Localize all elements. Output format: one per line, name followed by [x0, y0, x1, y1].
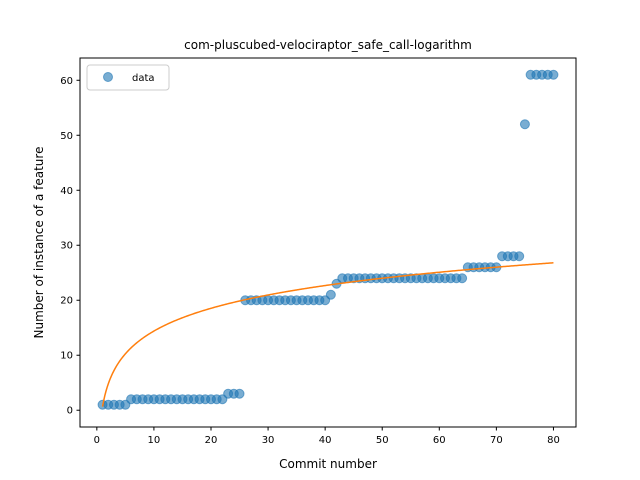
- legend-marker-data: [103, 72, 113, 82]
- y-tick-label: 0: [67, 406, 73, 417]
- legend-box: [86, 64, 170, 91]
- data-point: [457, 273, 468, 284]
- y-tick-label: 60: [60, 76, 73, 87]
- data-point: [548, 69, 559, 80]
- y-tick-label: 20: [60, 296, 73, 307]
- x-tick-label: 40: [319, 435, 332, 446]
- x-axis: 0 10 20 30 40 50 60 70 80: [94, 427, 560, 446]
- chart-title: com-pluscubed-velociraptor_safe_call-log…: [184, 38, 472, 52]
- x-tick-label: 60: [433, 435, 446, 446]
- data-point: [325, 289, 336, 300]
- x-tick-label: 20: [205, 435, 218, 446]
- fit-line: [101, 262, 554, 407]
- y-axis: 0 10 20 30 40 50 60: [60, 76, 80, 417]
- x-tick-label: 0: [94, 435, 100, 446]
- data-point: [514, 251, 525, 262]
- data-point: [234, 388, 245, 399]
- legend-label-data: data: [132, 73, 155, 84]
- y-tick-label: 10: [60, 351, 73, 362]
- x-axis-label: Commit number: [279, 457, 377, 471]
- x-tick-label: 70: [490, 435, 503, 446]
- y-axis-label: Number of instance of a feature: [32, 147, 46, 339]
- x-tick-label: 30: [262, 435, 275, 446]
- x-tick-label: 50: [376, 435, 389, 446]
- y-tick-label: 50: [60, 131, 73, 142]
- y-tick-label: 30: [60, 241, 73, 252]
- y-tick-label: 40: [60, 186, 73, 197]
- axes-frame: [79, 57, 577, 428]
- x-tick-label: 80: [547, 435, 560, 446]
- x-tick-label: 10: [148, 435, 161, 446]
- legend: data: [86, 64, 170, 91]
- data-point: [519, 119, 530, 130]
